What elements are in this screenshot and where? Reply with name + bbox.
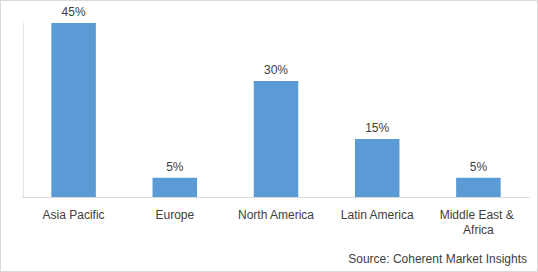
svg-text:Middle East &: Middle East & [440,208,517,222]
svg-text:15%: 15% [365,121,389,135]
svg-text:30%: 30% [264,63,288,77]
svg-text:5%: 5% [166,160,184,174]
svg-text:Europe: Europe [155,208,194,222]
svg-text:Africa: Africa [463,223,494,237]
svg-text:Source: Coherent Market Insigh: Source: Coherent Market Insights [348,252,527,266]
svg-text:Latin America: Latin America [341,208,414,222]
svg-text:45%: 45% [62,5,86,19]
svg-text:Asia Pacific: Asia Pacific [43,208,105,222]
svg-text:North America: North America [238,208,314,222]
svg-text:5%: 5% [470,160,488,174]
